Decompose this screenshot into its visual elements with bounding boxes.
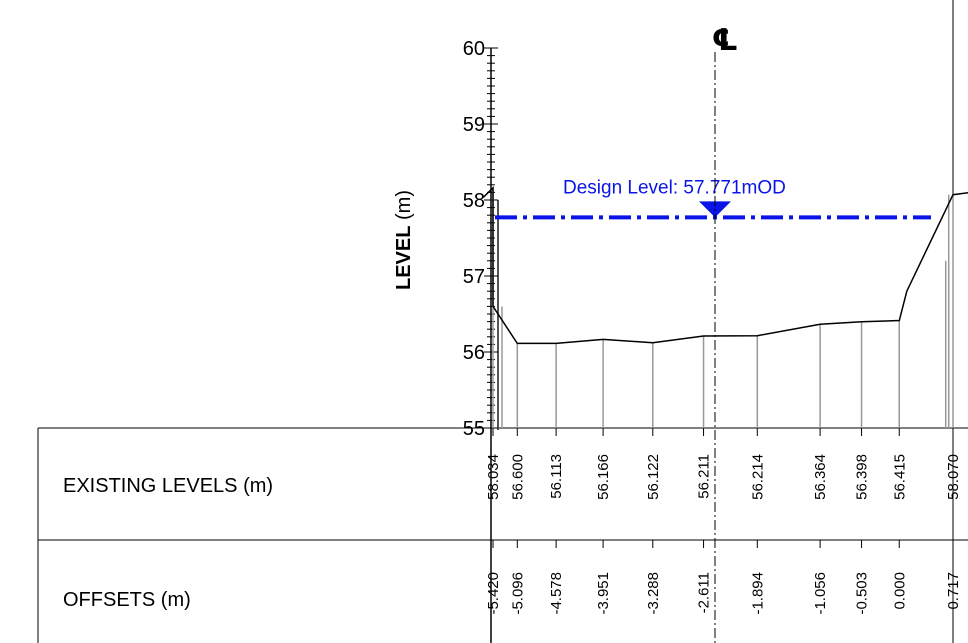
y-tick-label: 57 <box>463 266 485 288</box>
data-table <box>37 427 968 643</box>
offset-value: 0.000 <box>891 572 908 610</box>
offset-value: -2.611 <box>696 572 713 613</box>
y-axis-label: LEVEL (m) <box>393 190 415 290</box>
existing-level-values: 58.034 56.600 56.113 56.166 56.122 56.211 56.2… <box>485 454 962 500</box>
existing-level-value: 56.122 <box>645 454 662 500</box>
y-tick-label: 59 <box>463 114 485 136</box>
offset-value: -5.420 <box>485 572 502 615</box>
offset-value: -1.056 <box>812 572 829 615</box>
existing-levels-row-label: EXISTING LEVELS (m) <box>63 475 273 497</box>
y-tick-label: 55 <box>463 418 485 440</box>
y-axis-label-unit: (m) <box>393 190 415 220</box>
existing-level-value: 56.398 <box>854 454 871 500</box>
station-lines <box>492 187 954 548</box>
offset-value: -5.096 <box>509 572 526 615</box>
existing-level-value: 56.166 <box>595 454 612 500</box>
existing-level-value: 56.214 <box>749 454 766 500</box>
y-tick-label: 56 <box>463 342 485 364</box>
offset-value: -3.951 <box>595 572 612 615</box>
ground-profile-line <box>482 186 968 345</box>
existing-level-value: 56.211 <box>696 454 713 499</box>
existing-level-value: 56.600 <box>509 454 526 500</box>
offset-value: 0.717 <box>945 572 962 610</box>
existing-level-value: 56.415 <box>891 454 908 500</box>
offsets-row-label: OFFSETS (m) <box>63 589 191 611</box>
existing-level-value: 56.113 <box>548 454 565 499</box>
offset-value: -0.503 <box>854 572 871 615</box>
design-level-label: Design Level: 57.771mOD <box>563 177 786 198</box>
y-axis-label-bold: LEVEL <box>393 226 415 290</box>
existing-level-value: 56.364 <box>812 454 829 500</box>
offset-value: -3.288 <box>645 572 662 615</box>
existing-level-value: 58.034 <box>485 454 502 500</box>
centerline-symbol: ℄ <box>712 23 739 58</box>
offset-values: -5.420 -5.096 -4.578 -3.951 -3.288 -2.611 -1.8… <box>485 572 962 615</box>
y-tick-label: 58 <box>463 190 485 212</box>
existing-level-value: 58.070 <box>945 454 962 500</box>
offset-value: -4.578 <box>548 572 565 615</box>
y-tick-label: 60 <box>463 38 485 60</box>
offset-value: -1.894 <box>749 572 766 615</box>
